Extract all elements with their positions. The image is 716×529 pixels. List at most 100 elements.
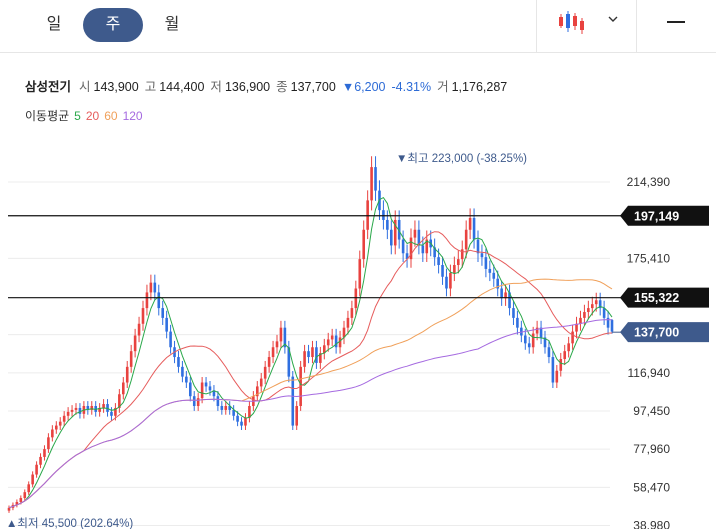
candle xyxy=(330,335,334,340)
candle xyxy=(551,357,555,383)
candle xyxy=(224,406,228,410)
candle xyxy=(70,409,74,412)
candle xyxy=(94,406,98,412)
ma-20-line xyxy=(8,231,613,509)
candle xyxy=(74,407,78,410)
candle xyxy=(587,308,590,313)
candle xyxy=(476,239,480,254)
period-tab-bar: 일 주 월 xyxy=(0,0,716,53)
candle xyxy=(35,464,38,475)
low-value: 136,900 xyxy=(224,80,271,94)
candle xyxy=(602,308,606,318)
candle xyxy=(244,417,247,426)
candle xyxy=(512,308,515,318)
candle xyxy=(555,370,559,383)
candle xyxy=(287,347,291,377)
candle xyxy=(421,245,425,254)
candle xyxy=(468,218,472,230)
y-axis-tick-label: 214,390 xyxy=(627,175,671,189)
current-price-badge xyxy=(620,322,709,343)
candle xyxy=(228,406,232,410)
candle xyxy=(559,359,563,371)
candle xyxy=(496,278,500,289)
candle xyxy=(425,239,429,254)
candle xyxy=(58,421,62,426)
candle xyxy=(118,394,121,408)
candle xyxy=(508,292,511,309)
candle xyxy=(133,335,137,352)
candle xyxy=(86,406,90,410)
tab-daily[interactable]: 일 xyxy=(46,16,62,33)
candle xyxy=(311,347,314,358)
candle xyxy=(598,300,602,309)
candle xyxy=(338,337,342,348)
min-price-label: ▲최저 45,500 (202.64%) xyxy=(6,517,133,529)
candle xyxy=(141,308,145,324)
tab-monthly[interactable]: 월 xyxy=(164,16,180,33)
candle xyxy=(43,449,46,457)
candle xyxy=(23,492,27,499)
candle xyxy=(472,218,476,240)
candle xyxy=(15,501,19,505)
candle xyxy=(563,351,567,360)
candle xyxy=(527,343,531,348)
candle xyxy=(47,437,50,450)
candle xyxy=(200,382,204,399)
open-label: 시 xyxy=(79,80,91,94)
candle xyxy=(196,398,200,407)
tab-weekly[interactable]: 주 xyxy=(83,8,143,42)
ma-label: 이동평균 xyxy=(25,109,70,123)
minimize-icon[interactable] xyxy=(667,21,685,23)
candle xyxy=(417,229,421,246)
open-value: 143,900 xyxy=(93,80,139,94)
candle xyxy=(31,474,34,485)
ma-120-label: 120 xyxy=(122,109,143,123)
candle xyxy=(543,337,547,348)
candlestick-chart[interactable]: 214,390 175,410 116,940 97,450 77,960 58,470 3… xyxy=(0,140,716,529)
candle xyxy=(307,351,310,358)
candle xyxy=(66,411,70,416)
candle xyxy=(370,167,373,201)
high-value: 144,400 xyxy=(159,80,205,94)
y-axis-tick-label: 58,470 xyxy=(633,480,670,494)
price-summary: 삼성전기 시 143,900 고 144,400 저 136,900 종 137,700 ▼6,2… xyxy=(25,76,513,95)
y-axis-tick-label: 116,940 xyxy=(628,366,671,380)
candle xyxy=(275,341,279,348)
y-axis-tick-label: 38,980 xyxy=(633,519,670,529)
candle xyxy=(185,376,188,383)
candle xyxy=(492,272,496,279)
chevron-down-icon[interactable] xyxy=(606,12,620,26)
candle xyxy=(145,292,149,309)
change-percent: -4.31% xyxy=(391,80,432,94)
candle xyxy=(504,292,507,299)
candle xyxy=(295,406,299,426)
candle xyxy=(520,327,523,336)
candle xyxy=(303,351,306,367)
low-label: 저 xyxy=(210,80,222,94)
candle xyxy=(354,288,358,309)
candle xyxy=(54,425,58,430)
candle xyxy=(397,219,401,240)
candle xyxy=(204,382,208,387)
candle xyxy=(62,415,66,422)
ma-5-line xyxy=(8,196,613,509)
candle xyxy=(405,253,409,260)
candle xyxy=(480,253,484,258)
candle xyxy=(255,386,259,397)
candle xyxy=(177,357,180,367)
candle xyxy=(531,333,535,348)
candle xyxy=(449,272,452,289)
candle xyxy=(500,288,503,299)
candlestick-chart-icon[interactable] xyxy=(556,8,586,36)
candle xyxy=(165,317,168,332)
candle xyxy=(437,257,440,266)
candle xyxy=(488,268,492,273)
candle xyxy=(181,366,184,377)
ma-20-label: 20 xyxy=(85,109,100,123)
candle xyxy=(453,265,456,273)
candle xyxy=(366,200,369,230)
y-axis-tick-label: 175,410 xyxy=(627,251,671,265)
candle xyxy=(575,323,578,332)
change-value: ▼6,200 xyxy=(341,80,386,94)
volume-value: 1,176,287 xyxy=(451,80,508,94)
